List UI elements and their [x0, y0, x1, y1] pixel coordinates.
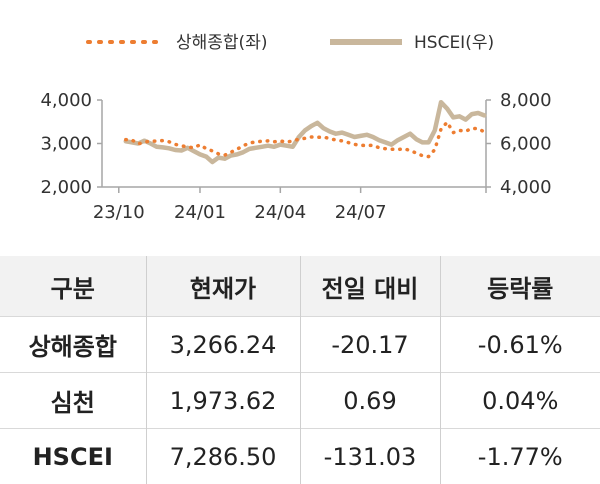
chart-series — [126, 102, 484, 162]
series-line-hscei — [126, 102, 484, 162]
col-header-rate: 등락률 — [440, 256, 600, 317]
col-header-change: 전일 대비 — [300, 256, 440, 317]
row-label: 상해종합 — [0, 317, 146, 373]
price-cell: 7,286.50 — [146, 429, 300, 484]
change-cell: -131.03 — [300, 429, 440, 484]
col-header-price: 현재가 — [146, 256, 300, 317]
x-tick-label: 24/07 — [335, 202, 387, 223]
legend-label-hscei: HSCEI(우) — [414, 33, 494, 53]
change-cell: -20.17 — [300, 317, 440, 373]
table-row: 심천 1,973.62 0.69 0.04% — [0, 373, 600, 429]
x-tick-label: 23/10 — [93, 202, 145, 223]
rate-cell: -0.61% — [440, 317, 600, 373]
y-left-tick-label: 4,000 — [40, 90, 92, 111]
row-label: 심천 — [0, 373, 146, 429]
rate-cell: 0.04% — [440, 373, 600, 429]
col-header-category: 구분 — [0, 256, 146, 317]
y-left-tick-label: 2,000 — [40, 177, 92, 198]
table-row: 상해종합 3,266.24 -20.17 -0.61% — [0, 317, 600, 373]
y-right-tick-label: 4,000 — [500, 177, 552, 198]
y-right-tick-label: 8,000 — [500, 90, 552, 111]
table-header-row: 구분 현재가 전일 대비 등락률 — [0, 256, 600, 317]
rate-cell: -1.77% — [440, 429, 600, 484]
index-line-chart: 상해종합(좌) HSCEI(우) 2,000 3,000 4,000 4,000 6,0… — [0, 0, 600, 250]
change-cell: 0.69 — [300, 373, 440, 429]
y-right-tick-label: 6,000 — [500, 134, 552, 155]
chart-legend: 상해종합(좌) HSCEI(우) — [88, 33, 494, 53]
table-row: HSCEI 7,286.50 -131.03 -1.77% — [0, 429, 600, 484]
chart-area: 상해종합(좌) HSCEI(우) 2,000 3,000 4,000 4,000 6,0… — [0, 0, 600, 250]
legend-label-shanghai: 상해종합(좌) — [176, 33, 267, 53]
x-tick-label: 24/04 — [254, 202, 306, 223]
y-left-tick-label: 3,000 — [40, 134, 92, 155]
x-tick-label: 24/01 — [174, 202, 226, 223]
quote-table: 구분 현재가 전일 대비 등락률 상해종합 3,266.24 -20.17 -0… — [0, 256, 600, 484]
price-cell: 3,266.24 — [146, 317, 300, 373]
price-cell: 1,973.62 — [146, 373, 300, 429]
chart-ticks: 2,000 3,000 4,000 4,000 6,000 8,000 23/10 24/01… — [40, 90, 551, 223]
row-label: HSCEI — [0, 429, 146, 484]
